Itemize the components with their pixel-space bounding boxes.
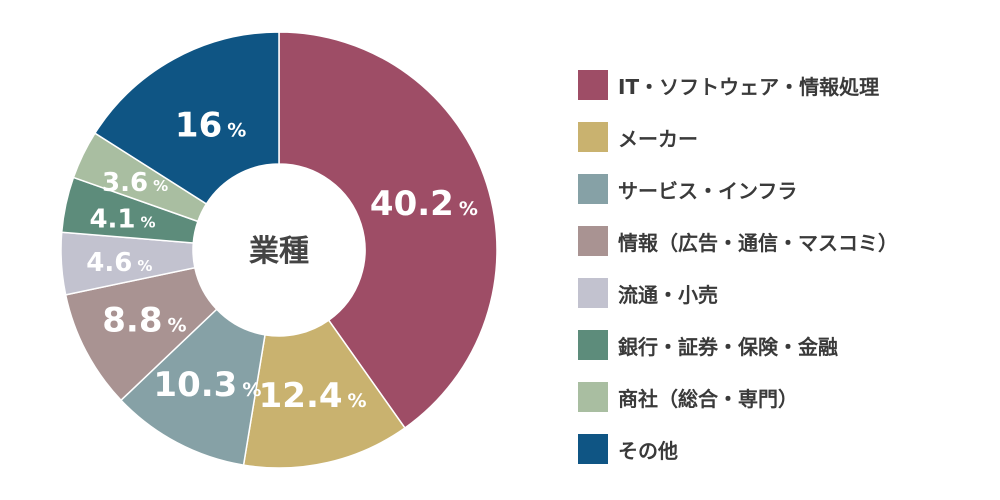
legend-swatch [578, 382, 608, 412]
legend-swatch [578, 122, 608, 152]
slices-group [60, 31, 498, 469]
legend-item: 商社（総合・専門） [578, 372, 988, 422]
legend-label: その他 [618, 438, 678, 463]
legend-label: サービス・インフラ [618, 178, 798, 203]
legend-swatch [578, 434, 608, 464]
slice-label: 10.3% [153, 365, 261, 405]
legend-item: サービス・インフラ [578, 164, 988, 214]
center-label: 業種 [249, 234, 309, 269]
legend-item: 銀行・証券・保険・金融 [578, 320, 988, 370]
legend-item: その他 [578, 424, 988, 474]
legend-label: 銀行・証券・保険・金融 [618, 334, 838, 359]
legend-item: 情報（広告・通信・マスコミ） [578, 216, 988, 266]
legend-label: メーカー [618, 126, 698, 151]
slice-label: 40.2% [370, 184, 478, 224]
legend-label: 情報（広告・通信・マスコミ） [618, 230, 898, 255]
legend-swatch [578, 226, 608, 256]
legend-swatch [578, 330, 608, 360]
slice-label: 3.6% [102, 168, 168, 198]
legend-label: 流通・小売 [618, 282, 718, 307]
slice-label: 4.6% [86, 248, 152, 278]
legend-swatch [578, 174, 608, 204]
legend: IT・ソフトウェア・情報処理 メーカーサービス・インフラ情報（広告・通信・マスコミ… [578, 60, 988, 476]
legend-swatch [578, 278, 608, 308]
slice-label: 8.8% [102, 301, 186, 341]
labels-group: 40.2 % 12.4 %10.3 % 8.8 % 4.6 % 4.1 % 3.6 %16% [86, 106, 478, 417]
legend-swatch [578, 70, 608, 100]
legend-item: 流通・小売 [578, 268, 988, 318]
slice-label: 4.1% [89, 205, 155, 235]
legend-label: 商社（総合・専門） [618, 386, 798, 411]
legend-label: IT・ソフトウェア・情報処理 [618, 74, 880, 99]
slice-label: 12.4% [259, 376, 367, 416]
legend-item: メーカー [578, 112, 988, 162]
slice-label: 16% [175, 106, 246, 146]
donut-hole [193, 164, 365, 336]
legend-item: IT・ソフトウェア・情報処理 [578, 60, 988, 110]
